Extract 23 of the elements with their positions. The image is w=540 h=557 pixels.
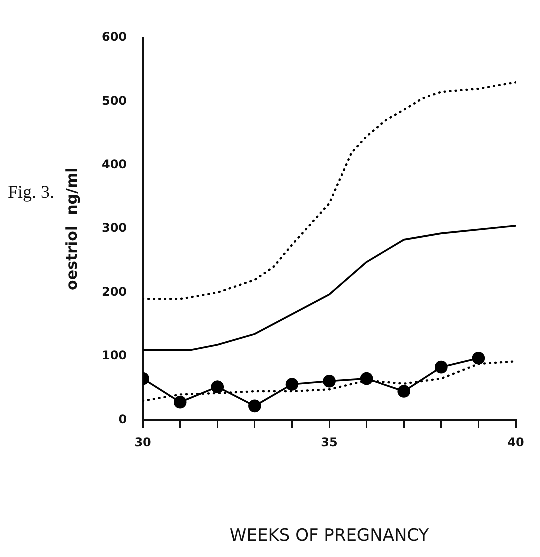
- point: [323, 374, 336, 388]
- y-tick-label: 100: [102, 348, 128, 363]
- x-tick-label: 30: [134, 436, 152, 450]
- point: [211, 380, 224, 394]
- point: [174, 396, 187, 409]
- y-tick-label: 200: [102, 284, 128, 299]
- y-axis-title: oestriol ng/ml: [62, 168, 81, 290]
- point: [435, 360, 448, 374]
- y-tick-label: 300: [102, 221, 128, 236]
- x-axis-title: WEEKS OF PREGNANCY: [230, 526, 430, 546]
- point: [398, 385, 411, 398]
- point: [286, 378, 299, 391]
- y-tick-label: 400: [102, 158, 128, 172]
- x-tick-label: 40: [508, 436, 524, 450]
- y-tick-label: 500: [102, 94, 128, 108]
- x-tick-label: 35: [321, 436, 338, 450]
- line-series: [143, 81, 516, 300]
- caption: Fig. 3.: [8, 182, 55, 203]
- y-tick-label: 0: [118, 412, 128, 426]
- point: [248, 400, 262, 413]
- point: [472, 352, 486, 365]
- point: [360, 372, 374, 386]
- y-tick-label: 600: [102, 30, 128, 44]
